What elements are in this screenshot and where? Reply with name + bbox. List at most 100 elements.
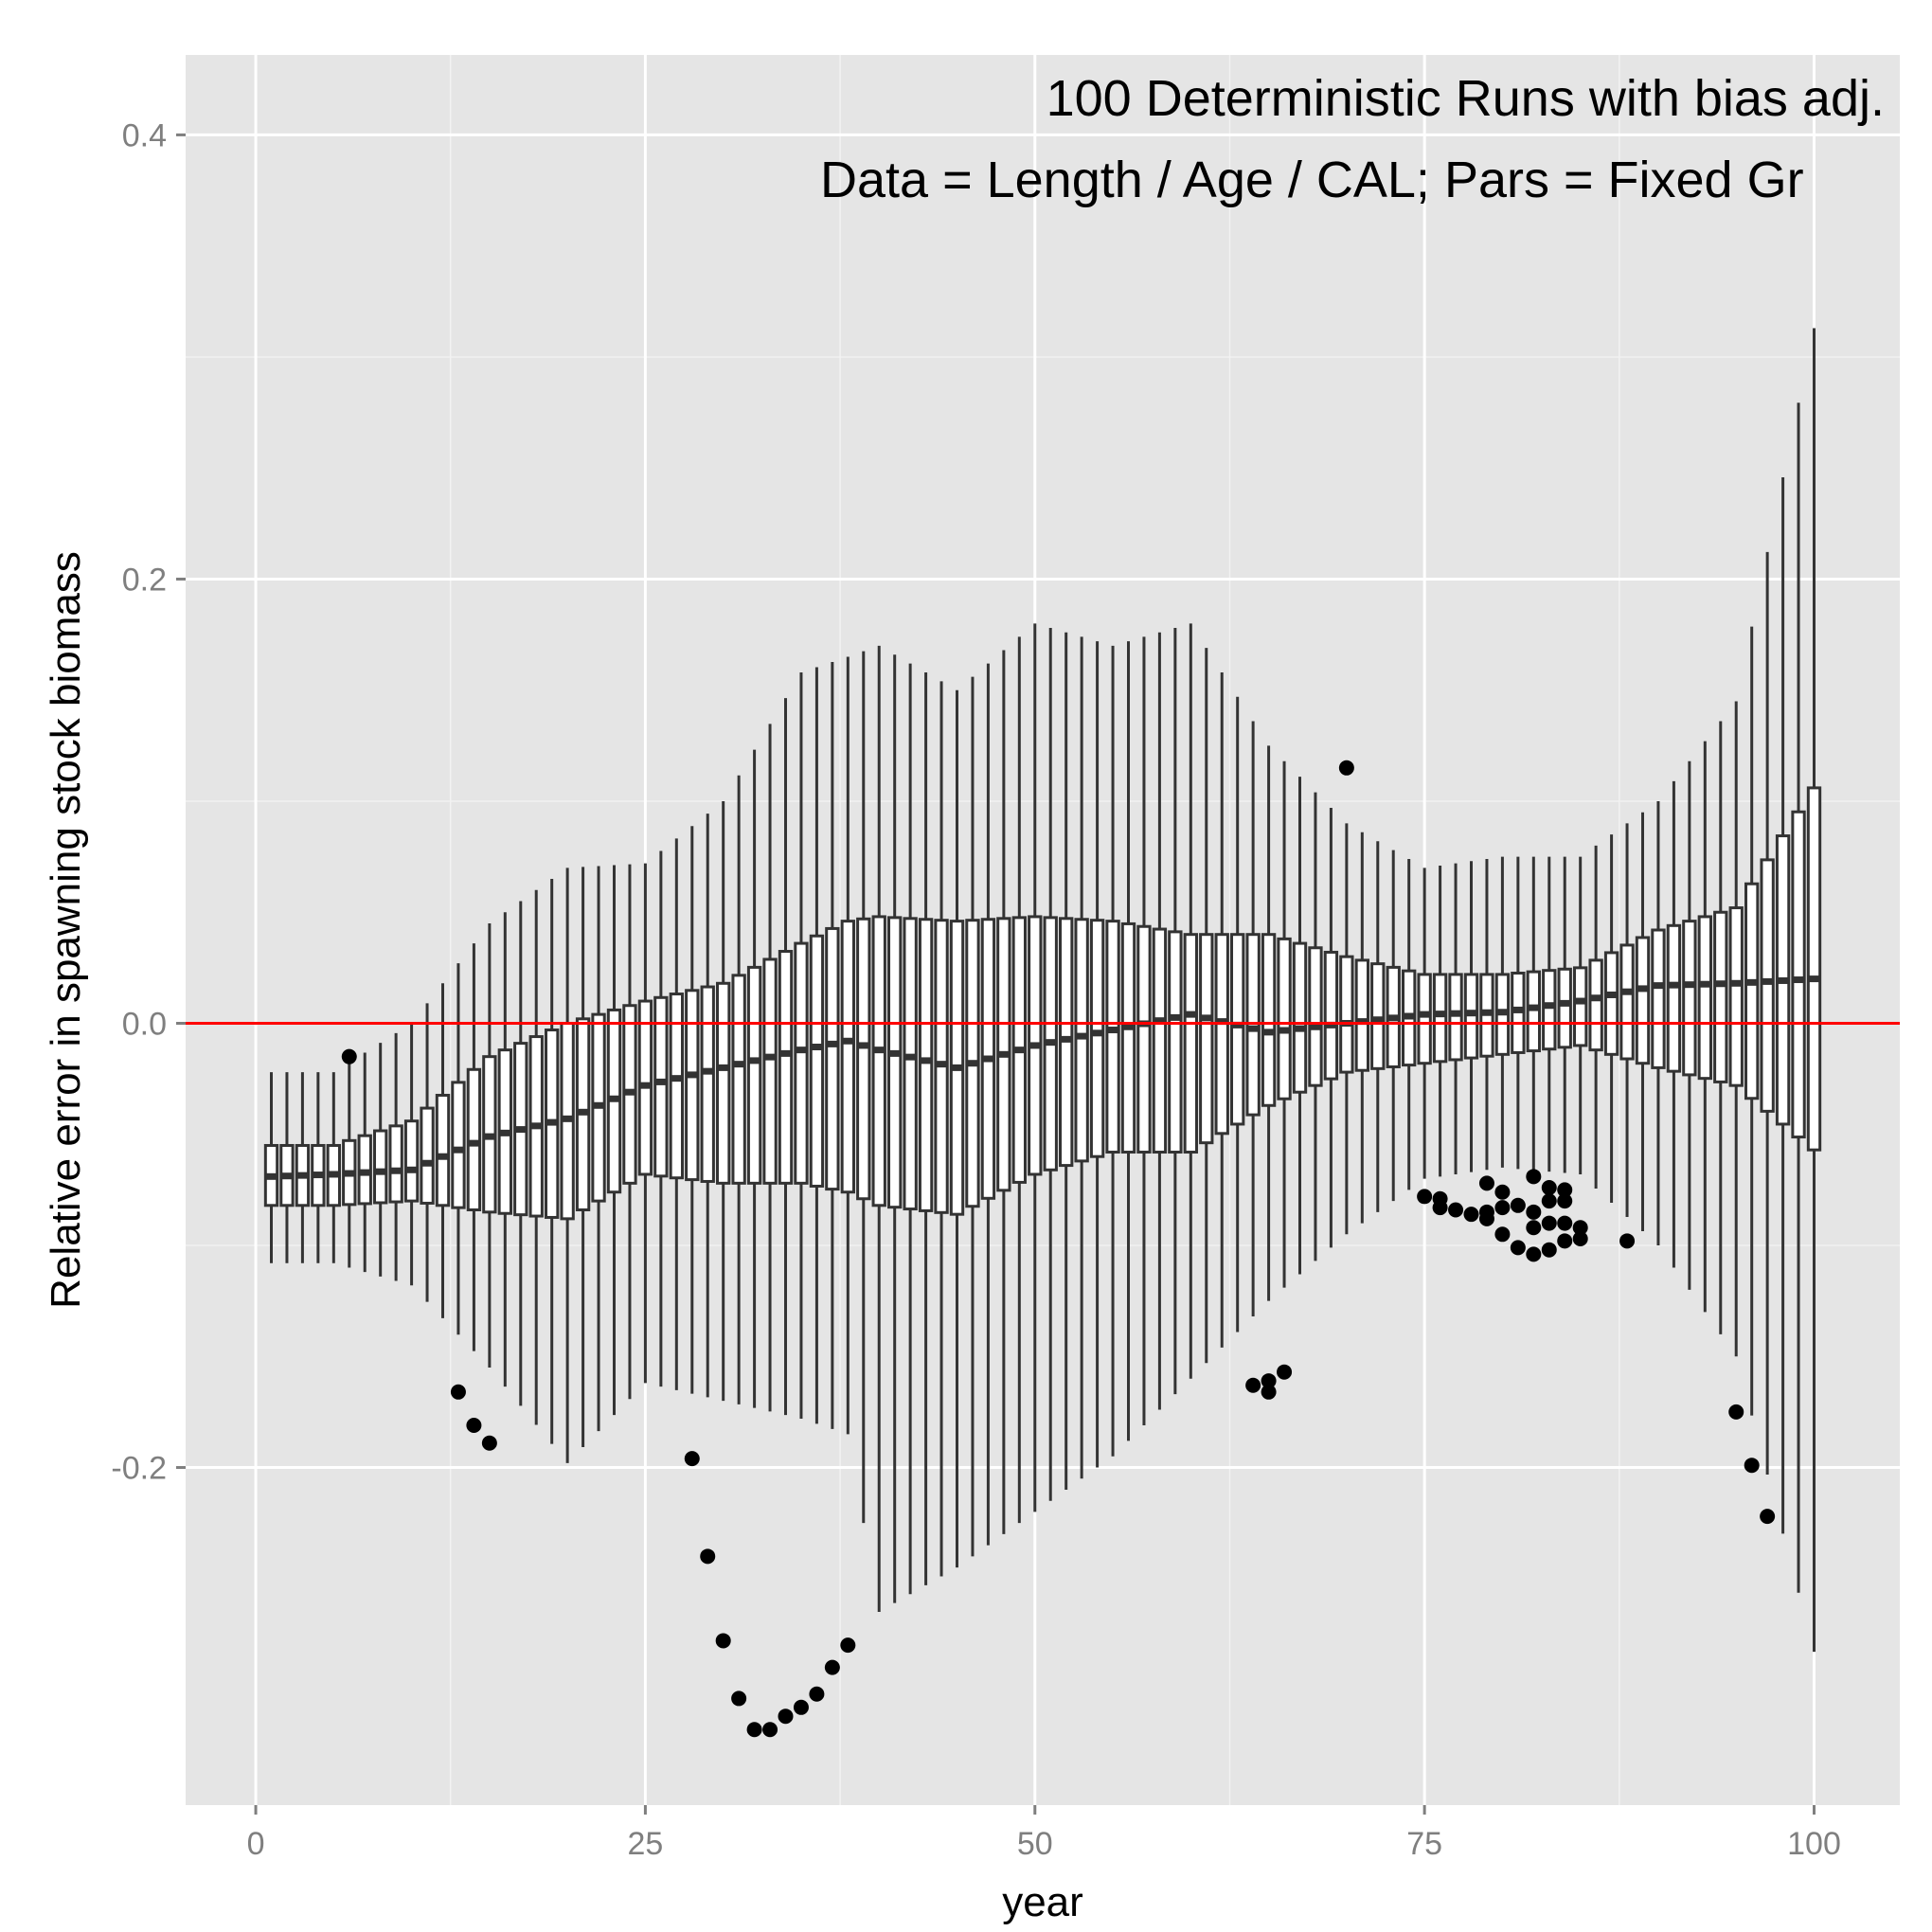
x-tick-label: 75	[1406, 1826, 1442, 1862]
box-iqr	[762, 957, 778, 1185]
box-iqr	[1760, 858, 1775, 1113]
outlier-point	[450, 1384, 466, 1400]
box-iqr	[1588, 958, 1603, 1052]
y-tick-label: -0.2	[111, 1451, 167, 1487]
x-axis-title: year	[1002, 1879, 1083, 1925]
outlier-point	[1463, 1207, 1479, 1223]
box-iqr	[1089, 919, 1105, 1158]
box-iqr	[1183, 933, 1198, 1154]
box-iqr	[1432, 973, 1448, 1064]
x-tick-label: 25	[627, 1826, 663, 1862]
outlier-point	[1494, 1200, 1511, 1216]
outlier-point	[1760, 1509, 1776, 1525]
box-iqr	[466, 1067, 482, 1211]
outlier-point	[700, 1548, 716, 1565]
outlier-point	[1526, 1169, 1542, 1185]
box-iqr	[1635, 936, 1651, 1065]
box-iqr	[1323, 950, 1339, 1081]
box-iqr	[685, 989, 700, 1182]
box-iqr	[420, 1106, 435, 1205]
box-iqr	[1744, 882, 1760, 1100]
outlier-point	[1494, 1184, 1511, 1200]
box-iqr	[1526, 970, 1541, 1053]
box-iqr	[887, 916, 903, 1209]
plot-panel	[186, 55, 1900, 1805]
box-iqr	[1417, 973, 1432, 1065]
box-iqr	[871, 915, 886, 1208]
outlier-point	[1541, 1215, 1557, 1231]
outlier-point	[715, 1633, 731, 1649]
box-iqr	[435, 1093, 451, 1208]
box-iqr	[731, 974, 746, 1185]
outlier-point	[1510, 1240, 1526, 1256]
box-iqr	[1806, 786, 1822, 1152]
box-iqr	[825, 926, 840, 1191]
outlier-point	[778, 1708, 794, 1725]
outlier-point	[1494, 1226, 1511, 1243]
box-iqr	[451, 1081, 466, 1209]
outlier-point	[684, 1451, 700, 1467]
box-iqr	[1152, 927, 1168, 1154]
outlier-point	[1245, 1377, 1261, 1393]
box-iqr	[1230, 933, 1245, 1126]
outlier-point	[1526, 1204, 1542, 1220]
outlier-point	[793, 1699, 809, 1715]
outlier-point	[840, 1637, 856, 1654]
box-iqr	[1214, 933, 1229, 1136]
box-iqr	[794, 941, 809, 1185]
box-iqr	[1074, 918, 1089, 1163]
outlier-point	[1277, 1364, 1293, 1380]
outlier-point	[1432, 1200, 1448, 1216]
box-iqr	[1308, 946, 1323, 1087]
outlier-point	[1744, 1458, 1760, 1474]
box-iqr	[669, 993, 684, 1180]
box-iqr	[1651, 928, 1666, 1069]
box-iqr	[1292, 941, 1308, 1094]
outlier-point	[1619, 1233, 1636, 1249]
outlier-point	[1541, 1242, 1557, 1258]
box-iqr	[1666, 923, 1682, 1073]
outlier-point	[809, 1686, 825, 1702]
outlier-point	[1261, 1384, 1277, 1400]
box-iqr	[1277, 937, 1292, 1100]
box-iqr	[1713, 910, 1728, 1083]
outlier-point	[1557, 1215, 1573, 1231]
outlier-point	[481, 1435, 497, 1451]
box-iqr	[1168, 930, 1183, 1154]
annotation-line-1: 100 Deterministic Runs with bias adj.	[1046, 70, 1885, 127]
box-iqr	[918, 918, 934, 1212]
outlier-point	[1572, 1230, 1588, 1246]
outlier-point	[341, 1048, 357, 1064]
box-iqr	[840, 920, 855, 1194]
y-axis-title: Relative error in spawning stock biomass	[43, 551, 89, 1309]
x-tick-label: 0	[247, 1826, 265, 1862]
outlier-point	[1541, 1180, 1557, 1196]
box-iqr	[1557, 967, 1572, 1049]
box-iqr	[903, 917, 918, 1211]
outlier-point	[1478, 1210, 1494, 1226]
y-tick-label: 0.2	[122, 562, 167, 598]
outlier-point	[762, 1722, 778, 1738]
outlier-point	[1526, 1246, 1542, 1262]
box-iqr	[1682, 920, 1697, 1077]
box-iqr	[1791, 810, 1806, 1139]
box-iqr	[1603, 951, 1619, 1056]
box-iqr	[1354, 958, 1369, 1072]
box-iqr	[388, 1124, 403, 1204]
box-iqr	[1448, 973, 1463, 1062]
outlier-point	[1557, 1193, 1573, 1209]
x-tick-label: 50	[1017, 1826, 1053, 1862]
box-iqr	[700, 985, 715, 1183]
box-iqr	[716, 981, 731, 1185]
box-iqr	[746, 965, 762, 1185]
box-iqr	[373, 1129, 388, 1205]
box-iqr	[1573, 966, 1588, 1047]
outlier-point	[1448, 1202, 1464, 1218]
y-tick-label: 0.4	[122, 117, 167, 153]
outlier-point	[1338, 760, 1354, 776]
box-iqr	[1619, 943, 1635, 1061]
box-iqr	[1120, 921, 1136, 1154]
box-iqr	[1339, 955, 1354, 1074]
outlier-point	[824, 1659, 840, 1675]
